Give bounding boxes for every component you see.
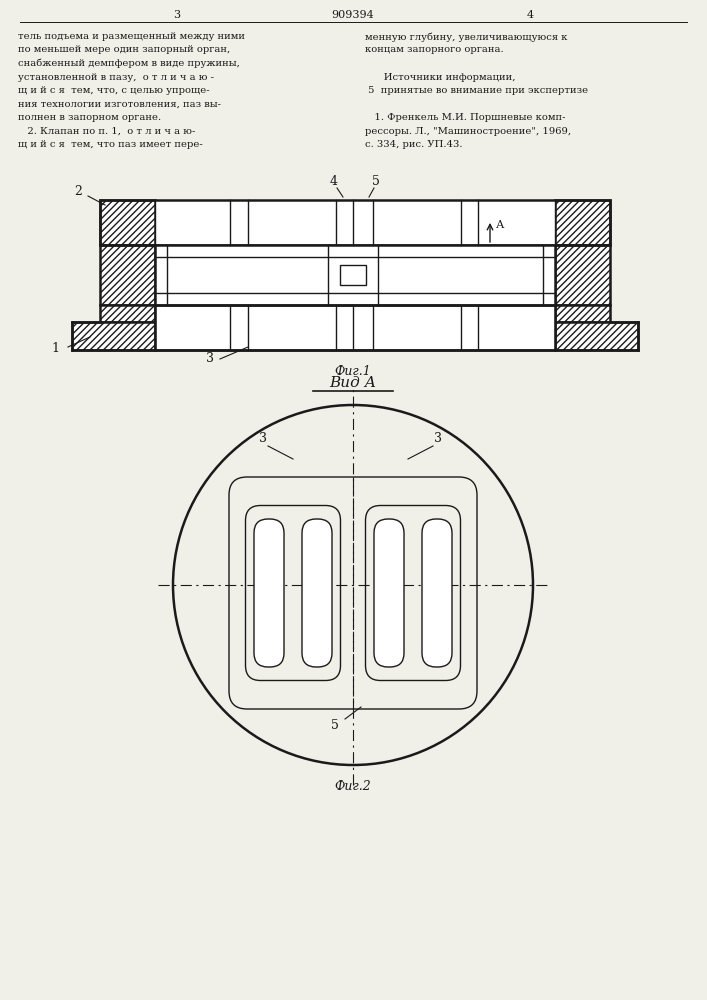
Text: 3: 3 [173, 10, 180, 20]
Bar [72, 322, 155, 350]
Bar [155, 257, 167, 293]
Text: 909394: 909394 [332, 10, 375, 20]
Bar [100, 245, 155, 305]
Bar [478, 200, 555, 245]
Bar [340, 265, 366, 285]
Bar [543, 257, 555, 293]
Text: 5  принятые во внимание при экспертизе: 5 принятые во внимание при экспертизе [365, 86, 588, 95]
Text: 2. Клапан по п. 1,  о т л и ч а ю-: 2. Клапан по п. 1, о т л и ч а ю- [18, 126, 195, 135]
Text: 2: 2 [74, 185, 82, 198]
Bar [373, 305, 461, 350]
Bar [555, 245, 610, 305]
Text: 3: 3 [434, 432, 442, 445]
Bar [155, 293, 555, 305]
FancyBboxPatch shape [302, 519, 332, 667]
FancyBboxPatch shape [254, 519, 284, 667]
Text: установленной в пазу,  о т л и ч а ю -: установленной в пазу, о т л и ч а ю - [18, 73, 214, 82]
Bar [353, 305, 373, 350]
Text: 3: 3 [206, 352, 214, 365]
Bar [353, 200, 373, 245]
Bar [100, 200, 155, 245]
Text: Фиг.1: Фиг.1 [334, 365, 371, 378]
Text: Вид А: Вид А [329, 376, 377, 390]
Text: 4: 4 [330, 175, 338, 188]
Text: 5: 5 [372, 175, 380, 188]
Bar [478, 305, 555, 350]
Text: концам запорного органа.: концам запорного органа. [365, 45, 503, 54]
Text: щ и й с я  тем, что паз имеет пере-: щ и й с я тем, что паз имеет пере- [18, 140, 203, 149]
FancyBboxPatch shape [374, 519, 404, 667]
Bar [155, 305, 230, 350]
Bar [155, 245, 555, 257]
Text: щ и й с я  тем, что, с целью упроще-: щ и й с я тем, что, с целью упроще- [18, 86, 209, 95]
Text: 3: 3 [259, 432, 267, 445]
Bar [328, 257, 378, 293]
Text: 1. Френкель М.И. Поршневые комп-: 1. Френкель М.И. Поршневые комп- [365, 113, 566, 122]
Bar [555, 305, 610, 322]
Text: полнен в запорном органе.: полнен в запорном органе. [18, 113, 161, 122]
Text: А: А [496, 220, 504, 230]
Text: тель подъема и размещенный между ними: тель подъема и размещенный между ними [18, 32, 245, 41]
Text: ния технологии изготовления, паз вы-: ния технологии изготовления, паз вы- [18, 100, 221, 108]
Bar [461, 200, 478, 245]
Bar [230, 305, 248, 350]
Bar [155, 305, 555, 350]
Bar [336, 200, 353, 245]
Text: 5: 5 [331, 719, 339, 732]
Text: Фиг.2: Фиг.2 [334, 780, 371, 793]
Bar [461, 305, 478, 350]
Text: по меньшей мере один запорный орган,: по меньшей мере один запорный орган, [18, 45, 230, 54]
Bar [555, 322, 638, 350]
Bar [336, 305, 353, 350]
Text: снабженный демпфером в виде пружины,: снабженный демпфером в виде пружины, [18, 59, 240, 68]
Bar [230, 200, 248, 245]
Bar [100, 200, 610, 245]
Bar [167, 257, 328, 293]
Bar [155, 245, 555, 305]
Text: Источники информации,: Источники информации, [365, 73, 515, 82]
Bar [555, 200, 610, 245]
Text: менную глубину, увеличивающуюся к: менную глубину, увеличивающуюся к [365, 32, 568, 41]
Bar [248, 305, 336, 350]
Bar [155, 200, 230, 245]
Bar [248, 200, 336, 245]
Bar [378, 257, 543, 293]
Bar [100, 305, 155, 322]
FancyBboxPatch shape [422, 519, 452, 667]
Text: рессоры. Л., "Машиностроение", 1969,: рессоры. Л., "Машиностроение", 1969, [365, 126, 571, 135]
Text: с. 334, рис. УП.43.: с. 334, рис. УП.43. [365, 140, 462, 149]
Text: 1: 1 [51, 342, 59, 355]
Bar [373, 200, 461, 245]
Text: 4: 4 [527, 10, 534, 20]
